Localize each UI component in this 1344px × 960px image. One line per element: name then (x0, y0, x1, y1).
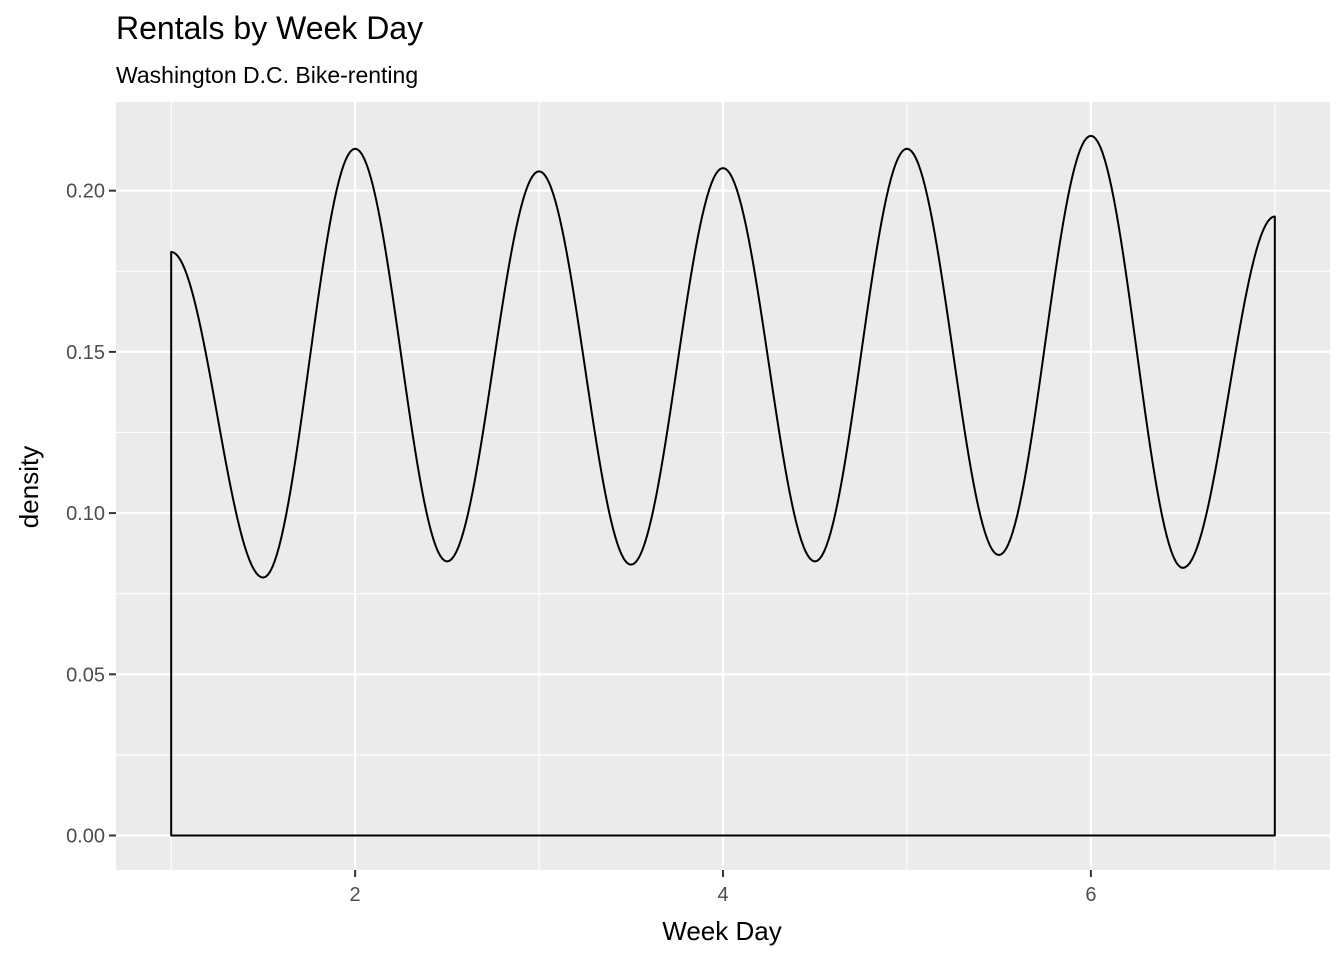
chart-title: Rentals by Week Day (116, 10, 424, 46)
x-tick-label: 2 (350, 884, 361, 906)
chart-subtitle: Washington D.C. Bike-renting (116, 62, 419, 88)
y-tick-label: 0.20 (66, 181, 105, 203)
y-tick-label: 0.15 (66, 342, 105, 364)
x-tick-label: 4 (717, 884, 728, 906)
density-curve (170, 134, 1276, 837)
y-tick-label: 0.10 (66, 503, 105, 525)
y-tick-label: 0.05 (66, 664, 105, 686)
y-axis-title: density (14, 446, 44, 528)
y-axis: 0.00 0.05 0.10 0.15 0.20 (66, 181, 116, 848)
y-tick-label: 0.00 (66, 826, 105, 848)
x-axis-title: Week Day (662, 916, 781, 946)
x-tick-label: 6 (1085, 884, 1096, 906)
x-axis: 2 4 6 (350, 870, 1096, 906)
